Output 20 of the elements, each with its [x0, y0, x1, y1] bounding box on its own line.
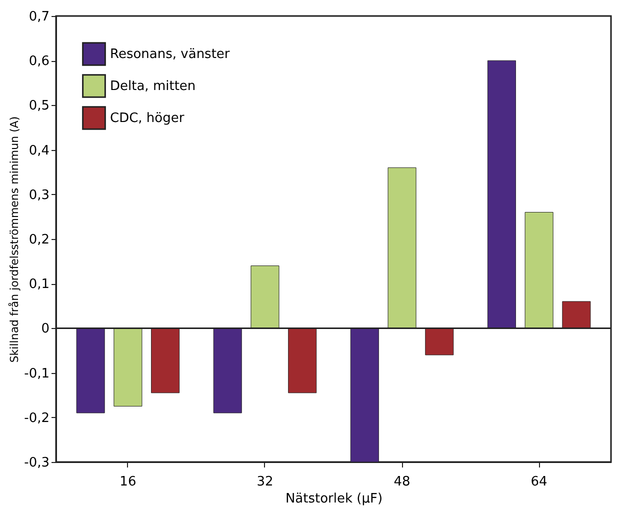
y-tick-label: -0,1	[24, 366, 50, 382]
y-tick-label: 0,7	[28, 10, 50, 24]
legend-label: CDC, höger	[110, 111, 185, 126]
y-tick-label: -0,3	[24, 456, 50, 470]
x-tick-label: 64	[530, 474, 548, 490]
x-tick-label: 32	[256, 474, 274, 490]
legend-label: Delta, mitten	[110, 79, 196, 94]
x-tick-label: 48	[394, 474, 410, 490]
legend-label: Resonans, vänster	[110, 47, 230, 62]
x-axis-title: Nätstorlek (µF)	[285, 492, 383, 506]
y-axis-title: Skillnad från jordfelsströmmens minimun (A)	[8, 116, 22, 363]
y-tick-label: 0,4	[28, 143, 50, 158]
x-tick-label: 16	[120, 474, 136, 490]
y-tick-label: 0,1	[28, 277, 50, 292]
y-tick-label: 0,6	[28, 54, 50, 70]
y-tick-label: 0,3	[28, 188, 50, 203]
y-tick-label: 0,5	[28, 98, 50, 114]
y-tick-label: 0,2	[28, 232, 50, 248]
y-tick-label: 0	[41, 322, 50, 337]
y-tick-label: -0,2	[24, 410, 50, 426]
